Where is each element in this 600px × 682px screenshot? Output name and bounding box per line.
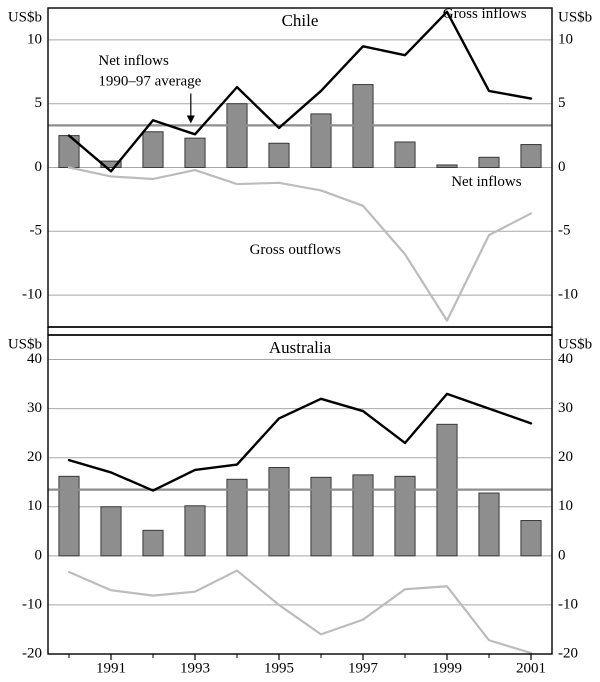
y-unit-left: US$b (8, 10, 42, 26)
y-unit-right: US$b (558, 10, 592, 26)
net-inflows-bar (227, 104, 247, 168)
net-inflows-bar (269, 468, 289, 556)
capital-flows-figure: -10-10-5-500551010US$bUS$bChileGross inf… (0, 0, 600, 682)
ytick-right: 5 (558, 95, 566, 111)
ytick-right: -10 (558, 596, 578, 612)
ytick-left: 20 (27, 449, 42, 465)
net-inflows-bar (479, 157, 499, 167)
net-inflows-bar (269, 143, 289, 167)
xtick-label: 1997 (348, 661, 379, 677)
xtick-label: 1993 (180, 661, 210, 677)
ytick-right: -20 (558, 645, 578, 661)
net-inflows-bar (437, 165, 457, 168)
ytick-left: -5 (30, 223, 43, 239)
ytick-right: 0 (558, 547, 566, 563)
ytick-left: 0 (35, 547, 43, 563)
net-inflows-bar (395, 142, 415, 168)
net-inflows-bar (395, 476, 415, 556)
ytick-left: -20 (22, 645, 42, 661)
net-inflows-bar (479, 493, 499, 556)
ytick-right: 40 (558, 351, 573, 367)
ytick-left: 5 (35, 95, 43, 111)
net-inflows-bar (185, 506, 205, 556)
net-inflows-bar (227, 479, 247, 556)
net-inflows-bar (521, 145, 541, 168)
net-inflows-bar (521, 521, 541, 556)
panel-title: Chile (282, 11, 319, 30)
net-inflows-bar (143, 132, 163, 168)
ytick-left: 10 (27, 498, 42, 514)
net-inflows-bar (311, 114, 331, 168)
ytick-right: 10 (558, 498, 573, 514)
xtick-label: 2001 (516, 661, 546, 677)
net-inflows-bar (59, 476, 79, 556)
y-unit-left: US$b (8, 337, 42, 353)
net-inflows-bar (353, 475, 373, 556)
panel-title: Australia (269, 338, 332, 357)
ytick-right: -10 (558, 287, 578, 303)
ytick-right: 30 (558, 400, 573, 416)
net-inflows-bar (143, 530, 163, 556)
xtick-label: 1999 (432, 661, 462, 677)
ytick-right: 0 (558, 159, 566, 175)
ytick-left: 0 (35, 159, 43, 175)
ytick-right: -5 (558, 223, 571, 239)
annotation-avg_line2: 1990–97 average (98, 73, 201, 89)
annotation-avg_line1: Net inflows (98, 53, 169, 69)
xtick-label: 1991 (96, 661, 126, 677)
net-inflows-bar (101, 507, 121, 556)
ytick-left: 30 (27, 400, 42, 416)
annotation-gross_outflows_label: Gross outflows (250, 242, 341, 258)
ytick-right: 20 (558, 449, 573, 465)
ytick-left: 10 (27, 31, 42, 47)
net-inflows-bar (185, 138, 205, 167)
annotation-net_inflows_label: Net inflows (451, 174, 522, 190)
xtick-label: 1995 (264, 661, 294, 677)
ytick-left: 40 (27, 351, 42, 367)
ytick-right: 10 (558, 31, 573, 47)
ytick-left: -10 (22, 596, 42, 612)
ytick-left: -10 (22, 287, 42, 303)
y-unit-right: US$b (558, 337, 592, 353)
